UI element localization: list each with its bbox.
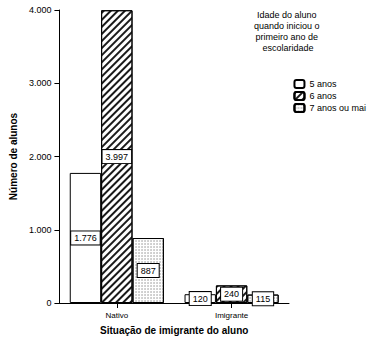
svg-text:120: 120 (193, 294, 208, 304)
svg-text:Nativo: Nativo (105, 311, 128, 320)
svg-text:2.000: 2.000 (29, 152, 52, 162)
svg-text:Situação de imigrante do aluno: Situação de imigrante do aluno (100, 325, 248, 336)
svg-text:887: 887 (141, 266, 156, 276)
svg-text:3.000: 3.000 (29, 78, 52, 88)
svg-text:4.000: 4.000 (29, 5, 52, 15)
svg-text:115: 115 (256, 294, 270, 304)
svg-text:Número de alunos: Número de alunos (8, 112, 19, 200)
svg-text:0: 0 (46, 298, 51, 308)
svg-text:5 anos: 5 anos (309, 79, 337, 89)
svg-text:3.997: 3.997 (106, 152, 129, 162)
svg-text:escolaridade: escolaridade (262, 43, 313, 53)
svg-text:1.776: 1.776 (74, 233, 97, 243)
svg-text:240: 240 (224, 289, 239, 299)
svg-text:1.000: 1.000 (29, 225, 52, 235)
svg-text:primeiro ano de: primeiro ano de (255, 32, 320, 42)
svg-text:Idade do aluno: Idade do aluno (257, 10, 319, 20)
svg-text:6 anos: 6 anos (309, 91, 337, 101)
svg-text:quando iniciou o: quando iniciou o (254, 21, 322, 31)
svg-text:Imigrante: Imigrante (215, 311, 249, 320)
svg-text:7 anos ou mai: 7 anos ou mai (309, 103, 366, 113)
